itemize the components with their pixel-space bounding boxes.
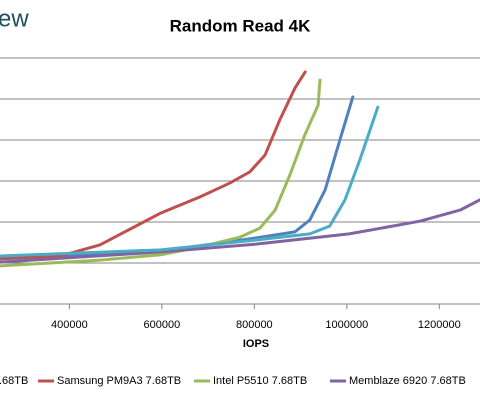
x-tick-label: 1200000 — [418, 319, 461, 331]
x-tick-label: 600000 — [143, 319, 180, 331]
x-tick-label: 1000000 — [325, 319, 368, 331]
line — [0, 105, 380, 258]
x-axis-label: IOPS — [243, 338, 269, 350]
x-tick-label: 400000 — [51, 319, 88, 331]
line — [0, 78, 322, 268]
legend-label: Samsung PM9A3 7.68TB — [57, 375, 181, 387]
chart-title: Random Read 4K — [170, 16, 311, 35]
line — [0, 198, 480, 264]
legend-label: Intel P5510 7.68TB — [213, 375, 307, 387]
legend-label: .68TB — [0, 375, 28, 387]
legend-label: Memblaze 6920 7.68TB — [349, 375, 466, 387]
line — [0, 70, 307, 260]
x-tick-label: 800000 — [236, 319, 273, 331]
logo: ew — [0, 5, 29, 32]
